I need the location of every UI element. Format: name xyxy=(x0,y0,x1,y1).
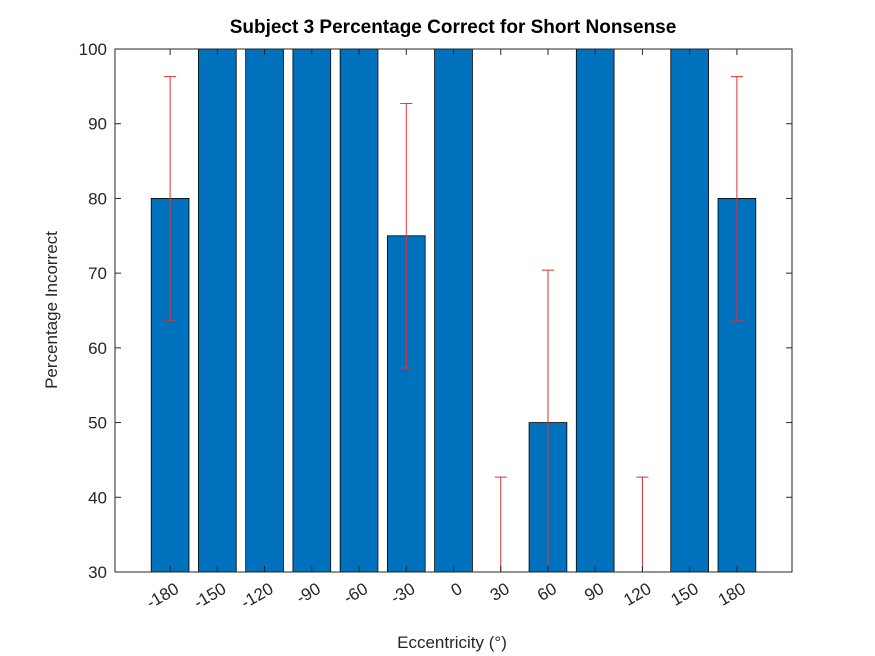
bar xyxy=(670,49,709,572)
chart-title: Subject 3 Percentage Correct for Short N… xyxy=(230,17,677,38)
bar xyxy=(575,49,615,572)
error-bar xyxy=(636,476,649,572)
bar xyxy=(245,49,284,572)
y-axis-label: Percentage Incorrect xyxy=(42,231,61,389)
bar xyxy=(434,49,473,572)
error-bar xyxy=(494,476,507,572)
error-bar xyxy=(400,103,413,369)
x-axis-label: Eccentricity (°) xyxy=(397,633,507,652)
y-tick-label: 90 xyxy=(88,115,107,134)
y-tick-label: 30 xyxy=(88,563,107,582)
y-tick-label: 80 xyxy=(88,189,107,208)
error-bar xyxy=(164,76,177,321)
y-tick-label: 100 xyxy=(79,40,107,59)
bar xyxy=(339,49,379,572)
y-tick-label: 40 xyxy=(88,488,107,507)
y-tick-label: 50 xyxy=(88,414,107,433)
y-tick-label: 60 xyxy=(88,339,107,358)
error-bar xyxy=(541,269,554,572)
plot-area xyxy=(150,49,757,572)
error-bar xyxy=(730,76,743,321)
bar xyxy=(292,49,332,572)
y-tick-label: 70 xyxy=(88,264,107,283)
bar xyxy=(198,49,237,572)
